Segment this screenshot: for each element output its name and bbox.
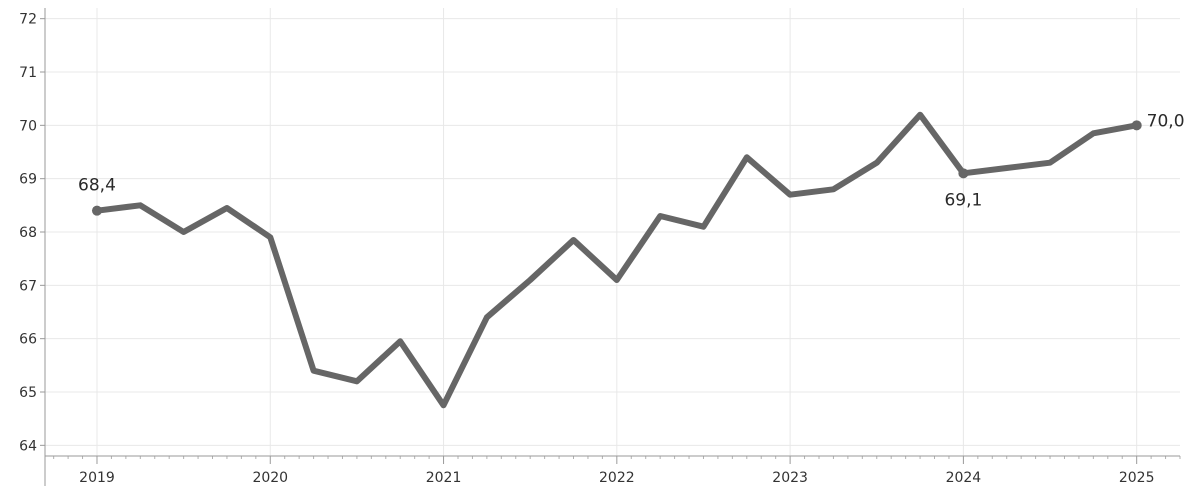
y-tick-label: 69 [19, 172, 37, 188]
data-point-marker [958, 168, 969, 179]
y-tick-label: 71 [19, 65, 37, 81]
y-tick-label: 64 [19, 438, 37, 454]
x-tick-label: 2024 [946, 470, 982, 486]
y-tick-label: 66 [19, 332, 37, 348]
x-tick-label: 2019 [79, 470, 115, 486]
y-tick-label: 70 [19, 118, 37, 134]
x-tick-label: 2023 [772, 470, 808, 486]
gridlines [45, 8, 1180, 456]
data-point-marker [91, 205, 102, 216]
x-tick-label: 2020 [252, 470, 288, 486]
y-tick-label: 65 [19, 385, 37, 401]
data-label: 68,4 [78, 176, 116, 196]
x-tick-label: 2025 [1119, 470, 1155, 486]
data-label: 70,0 [1147, 111, 1185, 131]
data-labels: 68,4 69,1 70,0 [78, 111, 1185, 216]
axes: 64 65 66 67 68 69 70 71 72 2019 2020 2021 2022 2023 20… [19, 8, 1181, 486]
x-tick-label: 2021 [426, 470, 462, 486]
data-label: 69,1 [944, 190, 982, 210]
x-tick-label: 2022 [599, 470, 635, 486]
y-tick-label: 68 [19, 225, 37, 241]
y-tick-label: 72 [19, 12, 37, 28]
y-tick-label: 67 [19, 278, 37, 294]
data-point-marker [1131, 120, 1142, 131]
